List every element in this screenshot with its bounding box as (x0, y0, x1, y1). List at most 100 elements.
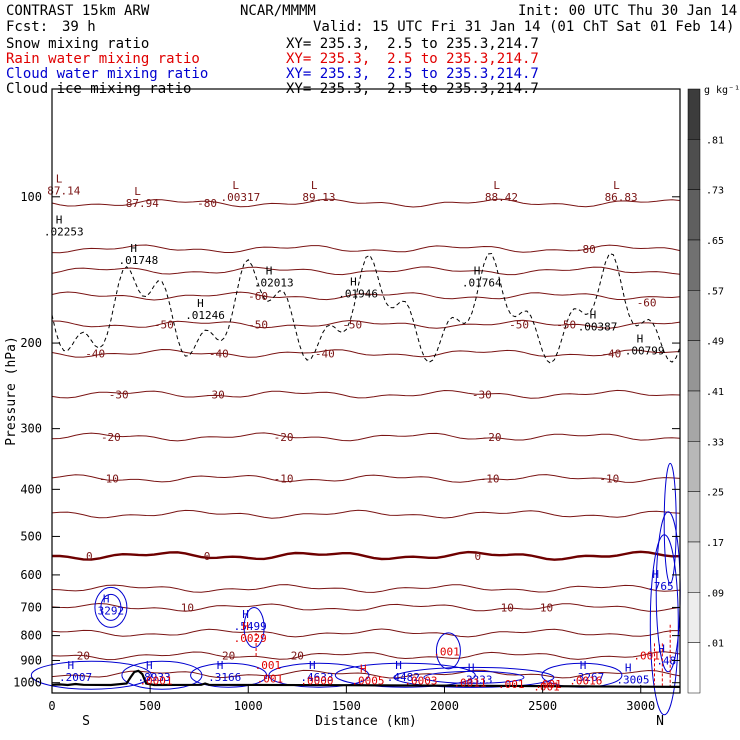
snow-contours (51, 252, 681, 364)
extremum-value: .5499 (234, 620, 267, 633)
colorbar-label: .17 (706, 538, 724, 549)
colorbar-label: .41 (706, 387, 724, 398)
colorbar-swatch (687, 189, 701, 241)
colorbar-label: .57 (706, 286, 724, 297)
temperature-isotherm (51, 651, 681, 661)
isotherm-label: 20 (222, 650, 235, 663)
extremum-value: .0001 (139, 675, 172, 688)
colorbar-label: .81 (706, 135, 724, 146)
colorbar-swatch (687, 592, 701, 643)
temperature-isotherm (52, 550, 681, 561)
extremum-marker: H (103, 592, 110, 605)
isotherm-label: -50 (342, 318, 362, 331)
extremum-marker: L (311, 179, 318, 192)
field-cloudwater-name: Cloud water mixing ratio (6, 66, 209, 82)
cloud-water-contour (268, 662, 370, 688)
cloud-water-contour (663, 462, 677, 584)
extremum-value: .3005 (616, 674, 649, 687)
colorbar-label: .25 (706, 488, 724, 499)
extremum-value: .001 (535, 678, 562, 691)
isotherm-label: -50 (509, 318, 529, 331)
temperature-isotherm (51, 474, 681, 483)
extremum-value: .4633 (300, 671, 333, 684)
isotherm-label: -40 (209, 347, 229, 360)
isotherm-label: -10 (274, 473, 294, 486)
north-end-label: N (656, 714, 664, 729)
extremum-marker: L (134, 185, 141, 198)
model-title: CONTRAST 15km ARW (6, 3, 150, 19)
colorbar-label: .33 (706, 437, 724, 448)
cloud-water-contour (423, 670, 525, 684)
extremum-marker: H (360, 663, 367, 676)
y-tick-label: 600 (20, 568, 42, 582)
colorbar-swatch (687, 290, 701, 341)
extremum-marker: H (266, 264, 273, 277)
extremum-marker: H (146, 659, 153, 672)
extremum-value: .48 (656, 654, 676, 667)
field-cloudwater-xy: XY= 235.3, 2.5 to 235.3,214.7 (286, 66, 539, 82)
extremum-value: .00799 (625, 344, 665, 357)
cloud-water-contour (334, 662, 476, 688)
extremum-value: .2007 (59, 671, 92, 684)
extremum-marker: H (242, 620, 249, 633)
colorbar: .81 .73 .65 .57 .49 .41 .33 .25 .17 .09 .01 (687, 88, 724, 694)
extremum-value: .01748 (118, 254, 158, 267)
extremum-value: .3267 (571, 671, 604, 684)
extremum-value: .001 (433, 646, 460, 659)
extremum-value: .001 (633, 650, 660, 663)
isotherm-label: -80 (576, 243, 596, 256)
temperature-isotherm (51, 669, 681, 679)
x-tick-label: 1000 (234, 699, 263, 713)
y-tick-label: 800 (20, 629, 42, 643)
temperature-contours (51, 198, 681, 679)
y-tick-label: 200 (20, 336, 42, 350)
x-tick-label: 0 (48, 699, 55, 713)
extremum-marker: H (56, 214, 63, 227)
extremum-marker: L (232, 179, 239, 192)
extremum-value: .0029 (234, 632, 267, 645)
isotherm-label: -50 (154, 318, 174, 331)
temperature-isotherm (51, 244, 681, 254)
temperature-isotherm (51, 266, 681, 276)
x-tick-label: 2000 (430, 699, 459, 713)
extremum-marker: H (590, 309, 597, 322)
extremum-value: .3333 (459, 674, 492, 687)
snow-contour (51, 252, 681, 364)
extremum-value: 87.94 (126, 197, 159, 210)
colorbar-swatch (687, 491, 701, 543)
colorbar-label: .49 (706, 337, 724, 348)
terrain (51, 669, 681, 688)
extremum-value: .0011 (453, 677, 486, 690)
cloud-water-contour (121, 660, 203, 690)
init-time: Init: 00 UTC Thu 30 Jan 14 (518, 3, 738, 19)
y-tick-label: 700 (20, 600, 42, 614)
extremum-value: .02253 (44, 226, 84, 239)
extremum-value: 86.83 (605, 191, 638, 204)
isotherm-label: -30 (205, 388, 225, 401)
extremum-marker: H (242, 608, 249, 621)
field-snow-xy: XY= 235.3, 2.5 to 235.3,214.7 (286, 36, 539, 52)
extremum-value: .02013 (254, 276, 294, 289)
extremum-marker: H (197, 297, 204, 310)
cloud-water-contour (30, 660, 152, 690)
forecast-hour: 39 h (62, 19, 96, 35)
temperature-isotherm (51, 389, 681, 399)
colorbar-swatch (687, 390, 701, 442)
extremum-marker: H (468, 662, 475, 675)
temperature-isotherm (51, 432, 681, 442)
field-rain-xy: XY= 235.3, 2.5 to 235.3,214.7 (286, 51, 539, 67)
extremum-marker: H (217, 659, 224, 672)
isotherm-label: -40 (601, 347, 621, 360)
colorbar-swatch (687, 541, 701, 593)
isotherm-label: -10 (480, 473, 500, 486)
x-tick-label: 2500 (528, 699, 557, 713)
extremum-marker: L (613, 179, 620, 192)
y-axis-label: Pressure (hPa) (4, 336, 19, 446)
x-tick-label: 1500 (332, 699, 361, 713)
x-tick-label: 3000 (626, 699, 655, 713)
extremum-value: 3292 (98, 604, 125, 617)
extremum-marker: H (625, 662, 632, 675)
x-tick-label: 500 (139, 699, 161, 713)
extremum-value: .8933 (137, 671, 170, 684)
